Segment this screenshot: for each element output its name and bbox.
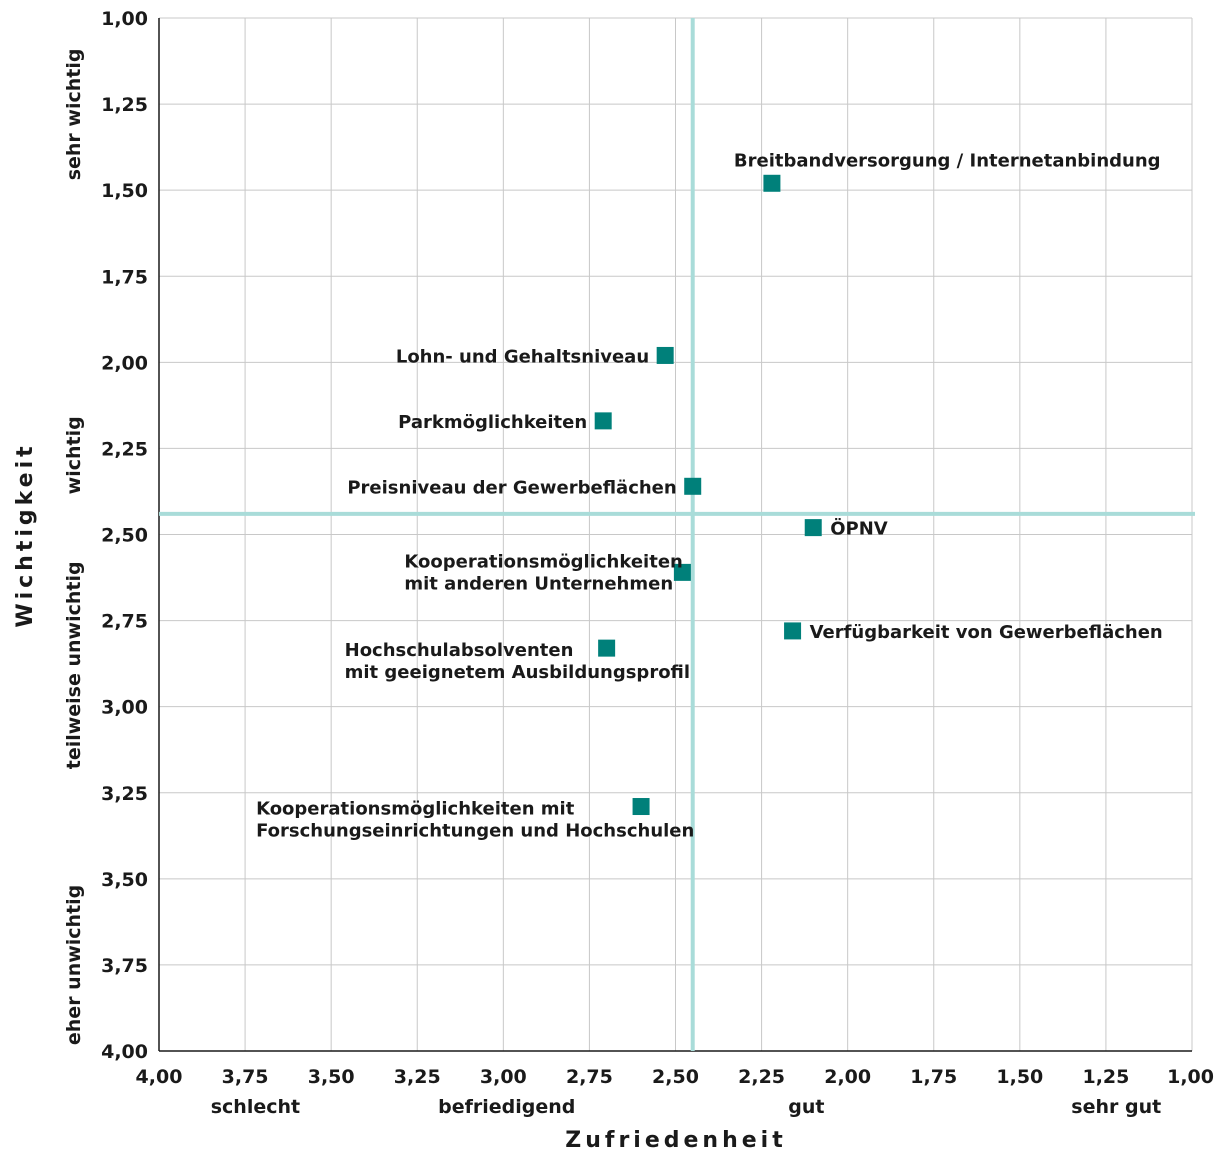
grid: [158, 17, 1193, 1052]
x-category-label: sehr gut: [1071, 1096, 1161, 1118]
y-tick-label: 3,00: [101, 697, 148, 719]
data-point-marker: [763, 174, 781, 192]
x-tick-label: 2,50: [652, 1066, 699, 1088]
x-tick-label: 2,00: [824, 1066, 871, 1088]
data-point-label-line: Hochschulabsolventen: [345, 640, 574, 661]
data-point-label-line: Kooperationsmöglichkeiten mit: [256, 799, 575, 820]
x-tick-label: 3,75: [222, 1066, 269, 1088]
y-tick-label: 3,25: [101, 783, 148, 805]
x-tick-label: 1,75: [910, 1066, 957, 1088]
data-point-label-line: Lohn- und Gehaltsniveau: [396, 346, 649, 367]
y-category-label: wichtig: [63, 416, 85, 494]
y-axis-title: Wichtigkeit: [13, 442, 38, 627]
x-tick-label: 1,50: [996, 1066, 1043, 1088]
data-point-marker: [656, 346, 674, 364]
data-point-label-line: ÖPNV: [830, 518, 888, 540]
tick-labels: 1,00 1,25 1,50 1,75 2,00 2,25 2,50 2,75 3,00 3,25…: [101, 8, 1214, 1088]
x-tick-label: 3,50: [308, 1066, 355, 1088]
y-tick-label: 3,75: [101, 955, 148, 977]
y-tick-label: 2,00: [101, 352, 148, 374]
data-point-label: Hochschulabsolventen mit geeignetem Ausbi…: [345, 640, 690, 683]
x-tick-label: 2,75: [566, 1066, 613, 1088]
data-point-marker: [804, 519, 822, 537]
y-tick-label: 4,00: [101, 1041, 148, 1063]
data-point-label: Kooperationsmöglichkeiten mit anderen Unt…: [404, 551, 682, 594]
data-point-label: Parkmöglichkeiten: [398, 412, 587, 433]
data-point-label-line: Kooperationsmöglichkeiten: [404, 551, 682, 572]
y-category-label: eher unwichtig: [63, 885, 85, 1045]
data-point-marker: [594, 412, 612, 430]
data-points: Breitbandversorgung / Internetanbindung L…: [256, 150, 1163, 841]
data-point-label-line: Verfügbarkeit von Gewerbeflächen: [810, 622, 1163, 643]
y-tick-label: 2,25: [101, 438, 148, 460]
category-labels: schlecht befriedigend gut sehr gut sehr wich…: [63, 49, 1161, 1118]
x-axis-title: Zufriedenheit: [565, 1128, 786, 1151]
y-tick-label: 1,75: [101, 266, 148, 288]
data-point-label: Verfügbarkeit von Gewerbeflächen: [810, 622, 1163, 643]
data-point-label-line: mit geeignetem Ausbildungsprofil: [345, 662, 690, 683]
data-point-marker: [684, 477, 702, 495]
data-point-marker: [632, 798, 650, 816]
data-point-label: Lohn- und Gehaltsniveau: [396, 346, 649, 367]
data-point-marker: [784, 622, 802, 640]
y-tick-label: 3,50: [101, 869, 148, 891]
data-point-marker: [673, 563, 691, 581]
data-point-label-line: Forschungseinrichtungen und Hochschulen: [256, 821, 694, 842]
y-tick-label: 1,00: [101, 8, 148, 30]
x-tick-label: 3,00: [480, 1066, 527, 1088]
y-tick-label: 1,50: [101, 180, 148, 202]
x-category-label: befriedigend: [438, 1096, 575, 1118]
x-tick-label: 1,25: [1082, 1066, 1129, 1088]
data-point-label: Kooperationsmöglichkeiten mit Forschungse…: [256, 799, 694, 842]
y-category-label: teilweise unwichtig: [63, 561, 85, 769]
x-tick-label: 1,00: [1167, 1066, 1214, 1088]
data-point-label-line: Breitbandversorgung / Internetanbindung: [734, 150, 1161, 171]
reference-lines: [159, 18, 1195, 1051]
data-point-label-line: Parkmöglichkeiten: [398, 412, 587, 433]
data-point-label-line: Preisniveau der Gewerbeflächen: [347, 477, 676, 498]
data-point-label-line: mit anderen Unternehmen: [404, 573, 673, 594]
y-tick-label: 2,50: [101, 525, 148, 547]
x-category-label: schlecht: [211, 1096, 300, 1118]
y-category-label: sehr wichtig: [63, 49, 85, 181]
data-point-label: Breitbandversorgung / Internetanbindung: [734, 150, 1161, 171]
data-point-marker: [598, 639, 616, 657]
data-point-label: ÖPNV: [830, 518, 888, 540]
x-tick-label: 2,25: [738, 1066, 785, 1088]
data-point-label: Preisniveau der Gewerbeflächen: [347, 477, 676, 498]
y-tick-label: 1,25: [101, 94, 148, 116]
x-category-label: gut: [788, 1096, 824, 1118]
x-tick-label: 3,25: [394, 1066, 441, 1088]
x-tick-label: 4,00: [136, 1066, 183, 1088]
y-tick-label: 2,75: [101, 611, 148, 633]
